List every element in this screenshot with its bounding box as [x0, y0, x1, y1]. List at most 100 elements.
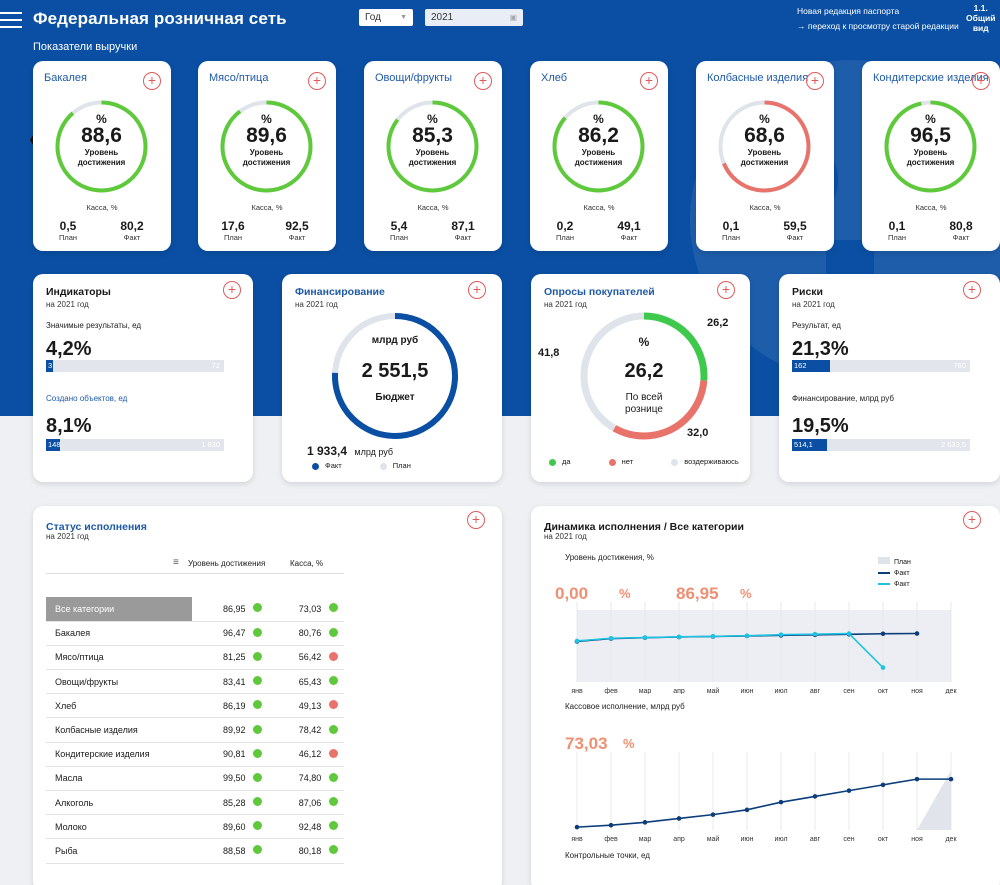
status-row[interactable]: Рыба 88,58 80,18 — [46, 838, 344, 864]
revenue-fact: 80,8 Факт — [941, 219, 981, 242]
surveys-card[interactable]: Опросы покупателей на 2021 год + % 26,2 … — [531, 274, 750, 482]
data-point[interactable] — [608, 822, 614, 828]
status-add-button[interactable]: + — [467, 511, 485, 529]
status-row[interactable]: Овощи/фрукты 83,41 65,43 — [46, 669, 344, 695]
revenue-fact-value: 92,5 — [285, 219, 309, 233]
revenue-card[interactable]: Кондитерские изделия + % 96,5 Уровень до… — [862, 61, 1000, 251]
status-row[interactable]: Хлеб 86,19 49,13 — [46, 693, 344, 719]
x-tick-label: янв — [571, 688, 583, 694]
menu-icon[interactable] — [0, 9, 22, 29]
surveys-value: 26,2 — [624, 360, 664, 382]
status-row-name[interactable]: Молоко — [46, 814, 193, 840]
data-point[interactable] — [812, 794, 818, 799]
data-point[interactable] — [880, 782, 886, 788]
status-row[interactable]: Молоко 89,60 92,48 — [46, 814, 344, 840]
data-point[interactable] — [948, 776, 954, 782]
indicators-label-1: Значимые результаты, ед — [46, 321, 142, 330]
view-name-1: Общий — [966, 13, 996, 23]
ring-progress — [718, 100, 811, 193]
data-point[interactable] — [778, 799, 784, 805]
revenue-fact-label: Факт — [952, 233, 970, 242]
status-col-level[interactable]: Уровень достижения — [188, 559, 266, 568]
revenue-card[interactable]: Хлеб + % 86,2 Уровень достижения Касса, … — [530, 61, 668, 251]
risks-add-button[interactable]: + — [963, 281, 981, 299]
data-point[interactable] — [676, 634, 682, 640]
revenue-card[interactable]: Мясо/птица + % 89,6 Уровень достижения К… — [198, 61, 336, 251]
status-row-name[interactable]: Алкоголь — [46, 790, 193, 816]
status-row-level: 96,47 — [192, 621, 250, 646]
status-col-kassa[interactable]: Касса, % — [290, 559, 324, 568]
data-point[interactable] — [642, 635, 648, 640]
data-point[interactable] — [846, 788, 852, 793]
data-point[interactable] — [778, 632, 784, 637]
dynamics-add-button[interactable]: + — [963, 511, 981, 529]
risks-card[interactable]: Риски на 2021 год + Результат, ед 21,3% … — [779, 274, 1000, 482]
data-point[interactable] — [574, 638, 580, 644]
revenue-card-add-button[interactable]: + — [474, 72, 492, 90]
status-row-name[interactable]: Хлеб — [46, 693, 193, 719]
status-row[interactable]: Алкоголь 85,28 87,06 — [46, 790, 344, 816]
data-point[interactable] — [880, 631, 886, 637]
financing-legend: Факт План — [312, 461, 411, 470]
data-point[interactable] — [676, 816, 682, 821]
year-select[interactable]: 2021 ▣ — [425, 9, 523, 26]
revenue-fact-value: 59,5 — [783, 219, 807, 233]
status-row[interactable]: Масла 99,50 74,80 — [46, 766, 344, 792]
status-level-dot — [249, 717, 269, 743]
data-point[interactable] — [914, 776, 920, 782]
data-point[interactable] — [574, 824, 580, 830]
x-tick-label: май — [707, 835, 720, 843]
status-row-name[interactable]: Колбасные изделия — [46, 717, 193, 743]
indicators-label-2[interactable]: Создано объектов, ед — [46, 394, 128, 403]
revenue-card-add-button[interactable]: + — [143, 72, 161, 90]
status-row-name[interactable]: Масла — [46, 766, 193, 792]
status-row-name[interactable]: Рыба — [46, 838, 193, 864]
surveys-add-button[interactable]: + — [717, 281, 735, 299]
data-point[interactable] — [744, 633, 750, 639]
status-kassa-indicator — [329, 603, 339, 613]
status-row[interactable]: Кондитерские изделия 90,81 46,12 — [46, 742, 344, 767]
new-edition-link[interactable]: Новая редакция паспорта — [797, 6, 900, 16]
status-kassa-dot — [325, 717, 344, 743]
data-point[interactable] — [846, 631, 852, 636]
view-switch[interactable]: 1.1. Общий вид — [966, 3, 995, 33]
status-row[interactable]: Колбасные изделия 89,92 78,42 — [46, 717, 344, 743]
revenue-card-add-button[interactable]: + — [972, 72, 990, 90]
status-row[interactable]: Бакалея 96,47 80,76 — [46, 621, 344, 646]
revenue-card[interactable]: Бакалея + % 88,6 Уровень достижения Касс… — [33, 61, 171, 251]
data-point[interactable] — [710, 633, 716, 639]
data-point[interactable] — [710, 812, 716, 817]
status-row[interactable]: Мясо/птица 81,25 56,42 — [46, 645, 344, 671]
data-point[interactable] — [812, 631, 818, 637]
status-level-indicator — [253, 748, 263, 758]
status-row[interactable]: Все категории 86,95 73,03 — [46, 597, 344, 622]
column-menu-icon[interactable]: ≡ — [173, 557, 179, 568]
financing-add-button[interactable]: + — [468, 281, 486, 299]
indicators-bar-2-fill: 148 — [46, 439, 61, 451]
revenue-card-add-button[interactable]: + — [308, 72, 326, 90]
revenue-card-add-button[interactable]: + — [640, 72, 658, 90]
status-row-name[interactable]: Мясо/птица — [46, 645, 193, 671]
status-level-dot — [249, 597, 269, 622]
indicators-card[interactable]: Индикаторы на 2021 год + Значимые резуль… — [33, 274, 253, 482]
financing-card[interactable]: Финансирование на 2021 год + млрд руб 2 … — [282, 274, 502, 482]
revenue-card[interactable]: Колбасные изделия + % 68,6 Уровень дости… — [696, 61, 834, 251]
x-tick-label: апр — [673, 836, 685, 843]
period-select[interactable]: Год ▼ — [359, 9, 413, 26]
data-point[interactable] — [744, 807, 750, 813]
status-row-name[interactable]: Бакалея — [46, 621, 193, 646]
data-point[interactable] — [642, 820, 648, 825]
revenue-fact: 87,1 Факт — [443, 219, 483, 242]
data-point[interactable] — [880, 665, 886, 670]
revenue-card-add-button[interactable]: + — [806, 72, 824, 90]
dynamics-card[interactable]: Динамика исполнения / Все категории на 2… — [531, 506, 1000, 885]
status-row-name[interactable]: Все категории — [46, 597, 193, 622]
status-row-name[interactable]: Кондитерские изделия — [46, 742, 193, 767]
data-point[interactable] — [608, 635, 614, 641]
legend-dot-fact — [312, 462, 319, 470]
status-row-name[interactable]: Овощи/фрукты — [46, 669, 193, 695]
data-point[interactable] — [914, 631, 920, 636]
revenue-card[interactable]: Овощи/фрукты + % 85,3 Уровень достижения… — [364, 61, 502, 251]
old-edition-link[interactable]: → переход к просмотру старой редакции — [797, 21, 959, 31]
indicators-add-button[interactable]: + — [223, 281, 241, 299]
